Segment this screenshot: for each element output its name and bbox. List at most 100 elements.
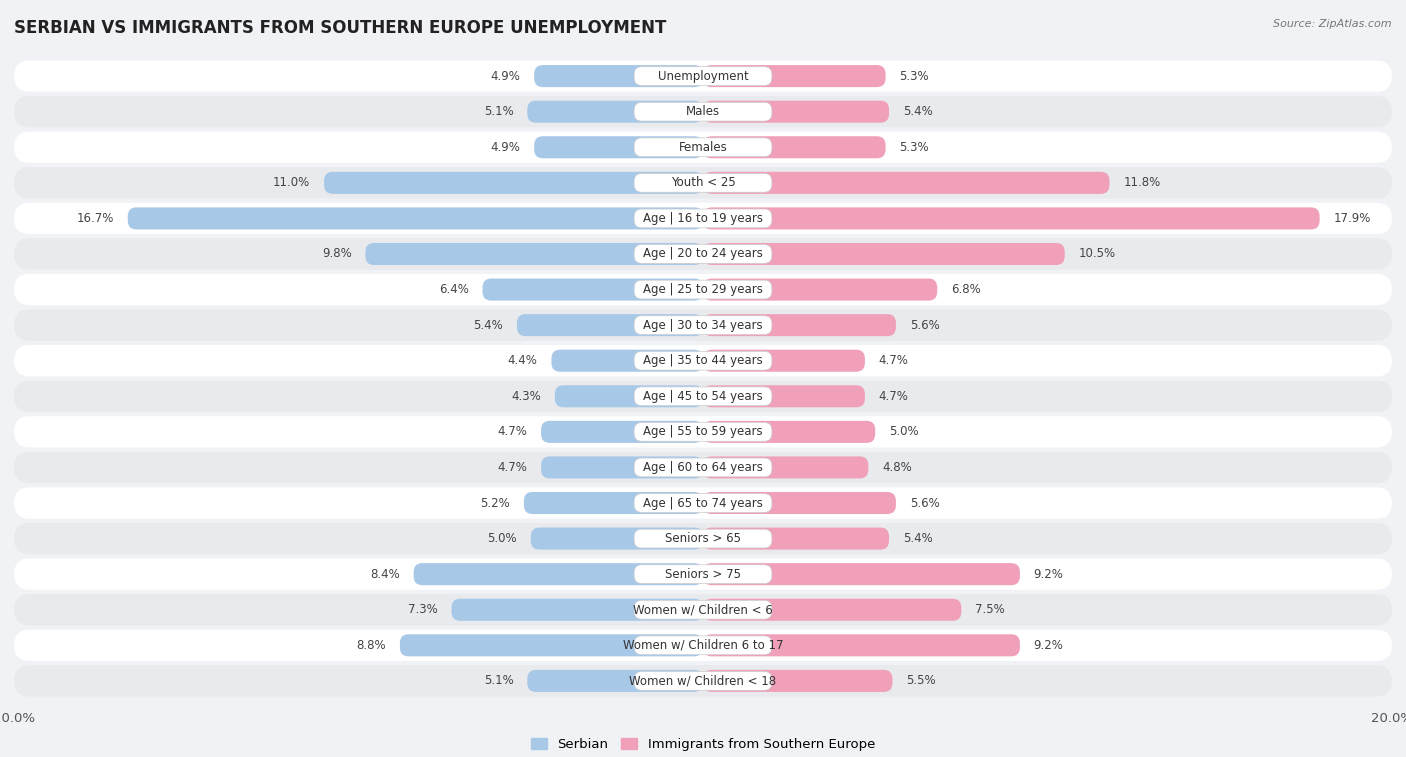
FancyBboxPatch shape (524, 492, 703, 514)
Text: Age | 65 to 74 years: Age | 65 to 74 years (643, 497, 763, 509)
Text: 9.2%: 9.2% (1033, 639, 1063, 652)
FancyBboxPatch shape (534, 65, 703, 87)
FancyBboxPatch shape (703, 599, 962, 621)
Text: Age | 25 to 29 years: Age | 25 to 29 years (643, 283, 763, 296)
FancyBboxPatch shape (634, 565, 772, 584)
FancyBboxPatch shape (366, 243, 703, 265)
Text: SERBIAN VS IMMIGRANTS FROM SOUTHERN EUROPE UNEMPLOYMENT: SERBIAN VS IMMIGRANTS FROM SOUTHERN EURO… (14, 19, 666, 37)
Text: Unemployment: Unemployment (658, 70, 748, 83)
FancyBboxPatch shape (634, 138, 772, 157)
FancyBboxPatch shape (703, 670, 893, 692)
Text: 5.4%: 5.4% (474, 319, 503, 332)
Text: 4.3%: 4.3% (512, 390, 541, 403)
Text: 5.4%: 5.4% (903, 532, 932, 545)
FancyBboxPatch shape (14, 61, 1392, 92)
Text: 6.8%: 6.8% (950, 283, 981, 296)
FancyBboxPatch shape (14, 167, 1392, 198)
Text: 7.3%: 7.3% (408, 603, 437, 616)
FancyBboxPatch shape (14, 594, 1392, 625)
FancyBboxPatch shape (703, 528, 889, 550)
Text: Age | 30 to 34 years: Age | 30 to 34 years (643, 319, 763, 332)
FancyBboxPatch shape (703, 563, 1019, 585)
FancyBboxPatch shape (128, 207, 703, 229)
Text: 4.7%: 4.7% (498, 461, 527, 474)
FancyBboxPatch shape (634, 529, 772, 548)
FancyBboxPatch shape (14, 559, 1392, 590)
Text: 9.2%: 9.2% (1033, 568, 1063, 581)
Text: 9.8%: 9.8% (322, 248, 352, 260)
FancyBboxPatch shape (413, 563, 703, 585)
FancyBboxPatch shape (703, 243, 1064, 265)
FancyBboxPatch shape (703, 207, 1320, 229)
FancyBboxPatch shape (399, 634, 703, 656)
FancyBboxPatch shape (14, 132, 1392, 163)
Text: 5.1%: 5.1% (484, 674, 513, 687)
Text: Seniors > 75: Seniors > 75 (665, 568, 741, 581)
Text: Source: ZipAtlas.com: Source: ZipAtlas.com (1274, 19, 1392, 29)
FancyBboxPatch shape (323, 172, 703, 194)
FancyBboxPatch shape (634, 636, 772, 655)
Text: 11.0%: 11.0% (273, 176, 311, 189)
Text: 7.5%: 7.5% (976, 603, 1005, 616)
FancyBboxPatch shape (634, 351, 772, 370)
Text: Age | 45 to 54 years: Age | 45 to 54 years (643, 390, 763, 403)
FancyBboxPatch shape (14, 345, 1392, 376)
FancyBboxPatch shape (634, 280, 772, 299)
Text: 4.7%: 4.7% (879, 354, 908, 367)
FancyBboxPatch shape (634, 494, 772, 512)
Text: 10.5%: 10.5% (1078, 248, 1115, 260)
FancyBboxPatch shape (14, 630, 1392, 661)
Text: Women w/ Children < 18: Women w/ Children < 18 (630, 674, 776, 687)
Text: 17.9%: 17.9% (1333, 212, 1371, 225)
Text: 4.7%: 4.7% (879, 390, 908, 403)
Text: Females: Females (679, 141, 727, 154)
FancyBboxPatch shape (14, 452, 1392, 483)
FancyBboxPatch shape (14, 238, 1392, 269)
Text: Youth < 25: Youth < 25 (671, 176, 735, 189)
FancyBboxPatch shape (541, 456, 703, 478)
Text: 5.4%: 5.4% (903, 105, 932, 118)
FancyBboxPatch shape (703, 350, 865, 372)
FancyBboxPatch shape (634, 245, 772, 263)
FancyBboxPatch shape (634, 102, 772, 121)
Text: 4.4%: 4.4% (508, 354, 537, 367)
Text: Women w/ Children < 6: Women w/ Children < 6 (633, 603, 773, 616)
FancyBboxPatch shape (534, 136, 703, 158)
Text: 16.7%: 16.7% (76, 212, 114, 225)
FancyBboxPatch shape (14, 381, 1392, 412)
Text: 6.4%: 6.4% (439, 283, 468, 296)
FancyBboxPatch shape (527, 670, 703, 692)
FancyBboxPatch shape (14, 488, 1392, 519)
FancyBboxPatch shape (703, 65, 886, 87)
FancyBboxPatch shape (634, 173, 772, 192)
Text: Seniors > 65: Seniors > 65 (665, 532, 741, 545)
FancyBboxPatch shape (555, 385, 703, 407)
Text: 4.8%: 4.8% (882, 461, 912, 474)
Text: Age | 20 to 24 years: Age | 20 to 24 years (643, 248, 763, 260)
FancyBboxPatch shape (14, 416, 1392, 447)
FancyBboxPatch shape (531, 528, 703, 550)
FancyBboxPatch shape (14, 523, 1392, 554)
FancyBboxPatch shape (634, 458, 772, 477)
Text: Age | 35 to 44 years: Age | 35 to 44 years (643, 354, 763, 367)
FancyBboxPatch shape (703, 314, 896, 336)
FancyBboxPatch shape (703, 385, 865, 407)
FancyBboxPatch shape (703, 492, 896, 514)
Text: 5.2%: 5.2% (481, 497, 510, 509)
Legend: Serbian, Immigrants from Southern Europe: Serbian, Immigrants from Southern Europe (526, 733, 880, 756)
FancyBboxPatch shape (703, 634, 1019, 656)
FancyBboxPatch shape (703, 172, 1109, 194)
Text: Age | 16 to 19 years: Age | 16 to 19 years (643, 212, 763, 225)
FancyBboxPatch shape (703, 101, 889, 123)
FancyBboxPatch shape (634, 67, 772, 86)
Text: 5.3%: 5.3% (900, 141, 929, 154)
Text: 5.0%: 5.0% (488, 532, 517, 545)
FancyBboxPatch shape (451, 599, 703, 621)
Text: 4.7%: 4.7% (498, 425, 527, 438)
FancyBboxPatch shape (551, 350, 703, 372)
FancyBboxPatch shape (634, 316, 772, 335)
Text: 4.9%: 4.9% (491, 70, 520, 83)
FancyBboxPatch shape (634, 671, 772, 690)
FancyBboxPatch shape (634, 600, 772, 619)
FancyBboxPatch shape (634, 422, 772, 441)
